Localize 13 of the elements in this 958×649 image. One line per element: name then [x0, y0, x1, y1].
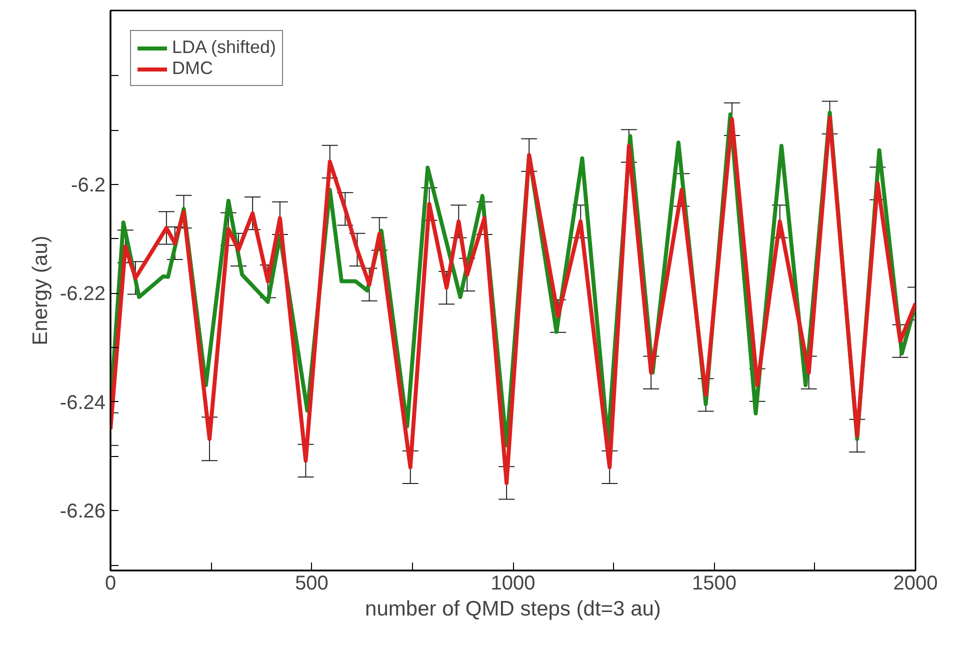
x-tick-label: 1000 [490, 572, 536, 594]
y-tick-label: -6.22 [60, 283, 106, 306]
x-axis-title: number of QMD steps (dt=3 au) [365, 598, 661, 620]
y-tick-label: -6.24 [60, 392, 106, 414]
x-tick-label: 2000 [893, 572, 938, 594]
y-tick-label: -6.2 [71, 174, 106, 196]
y-axis-title: Energy (au) [28, 236, 52, 346]
x-tick-label: 1500 [692, 572, 737, 594]
x-tick-label: 500 [295, 572, 328, 594]
x-tick-label: 0 [104, 572, 116, 594]
legend-label: LDA (shifted) [172, 37, 276, 58]
legend-label: DMC [172, 58, 213, 79]
y-tick-label: -6.26 [60, 500, 106, 523]
